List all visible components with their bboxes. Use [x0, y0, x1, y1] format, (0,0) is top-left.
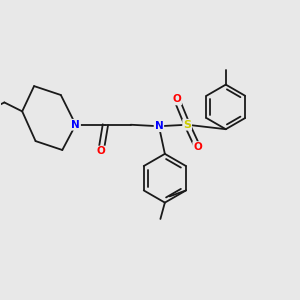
Text: O: O	[193, 142, 202, 152]
Text: N: N	[71, 120, 80, 130]
Text: S: S	[183, 120, 191, 130]
Text: O: O	[97, 146, 105, 157]
Text: O: O	[172, 94, 181, 104]
Text: N: N	[154, 121, 163, 131]
